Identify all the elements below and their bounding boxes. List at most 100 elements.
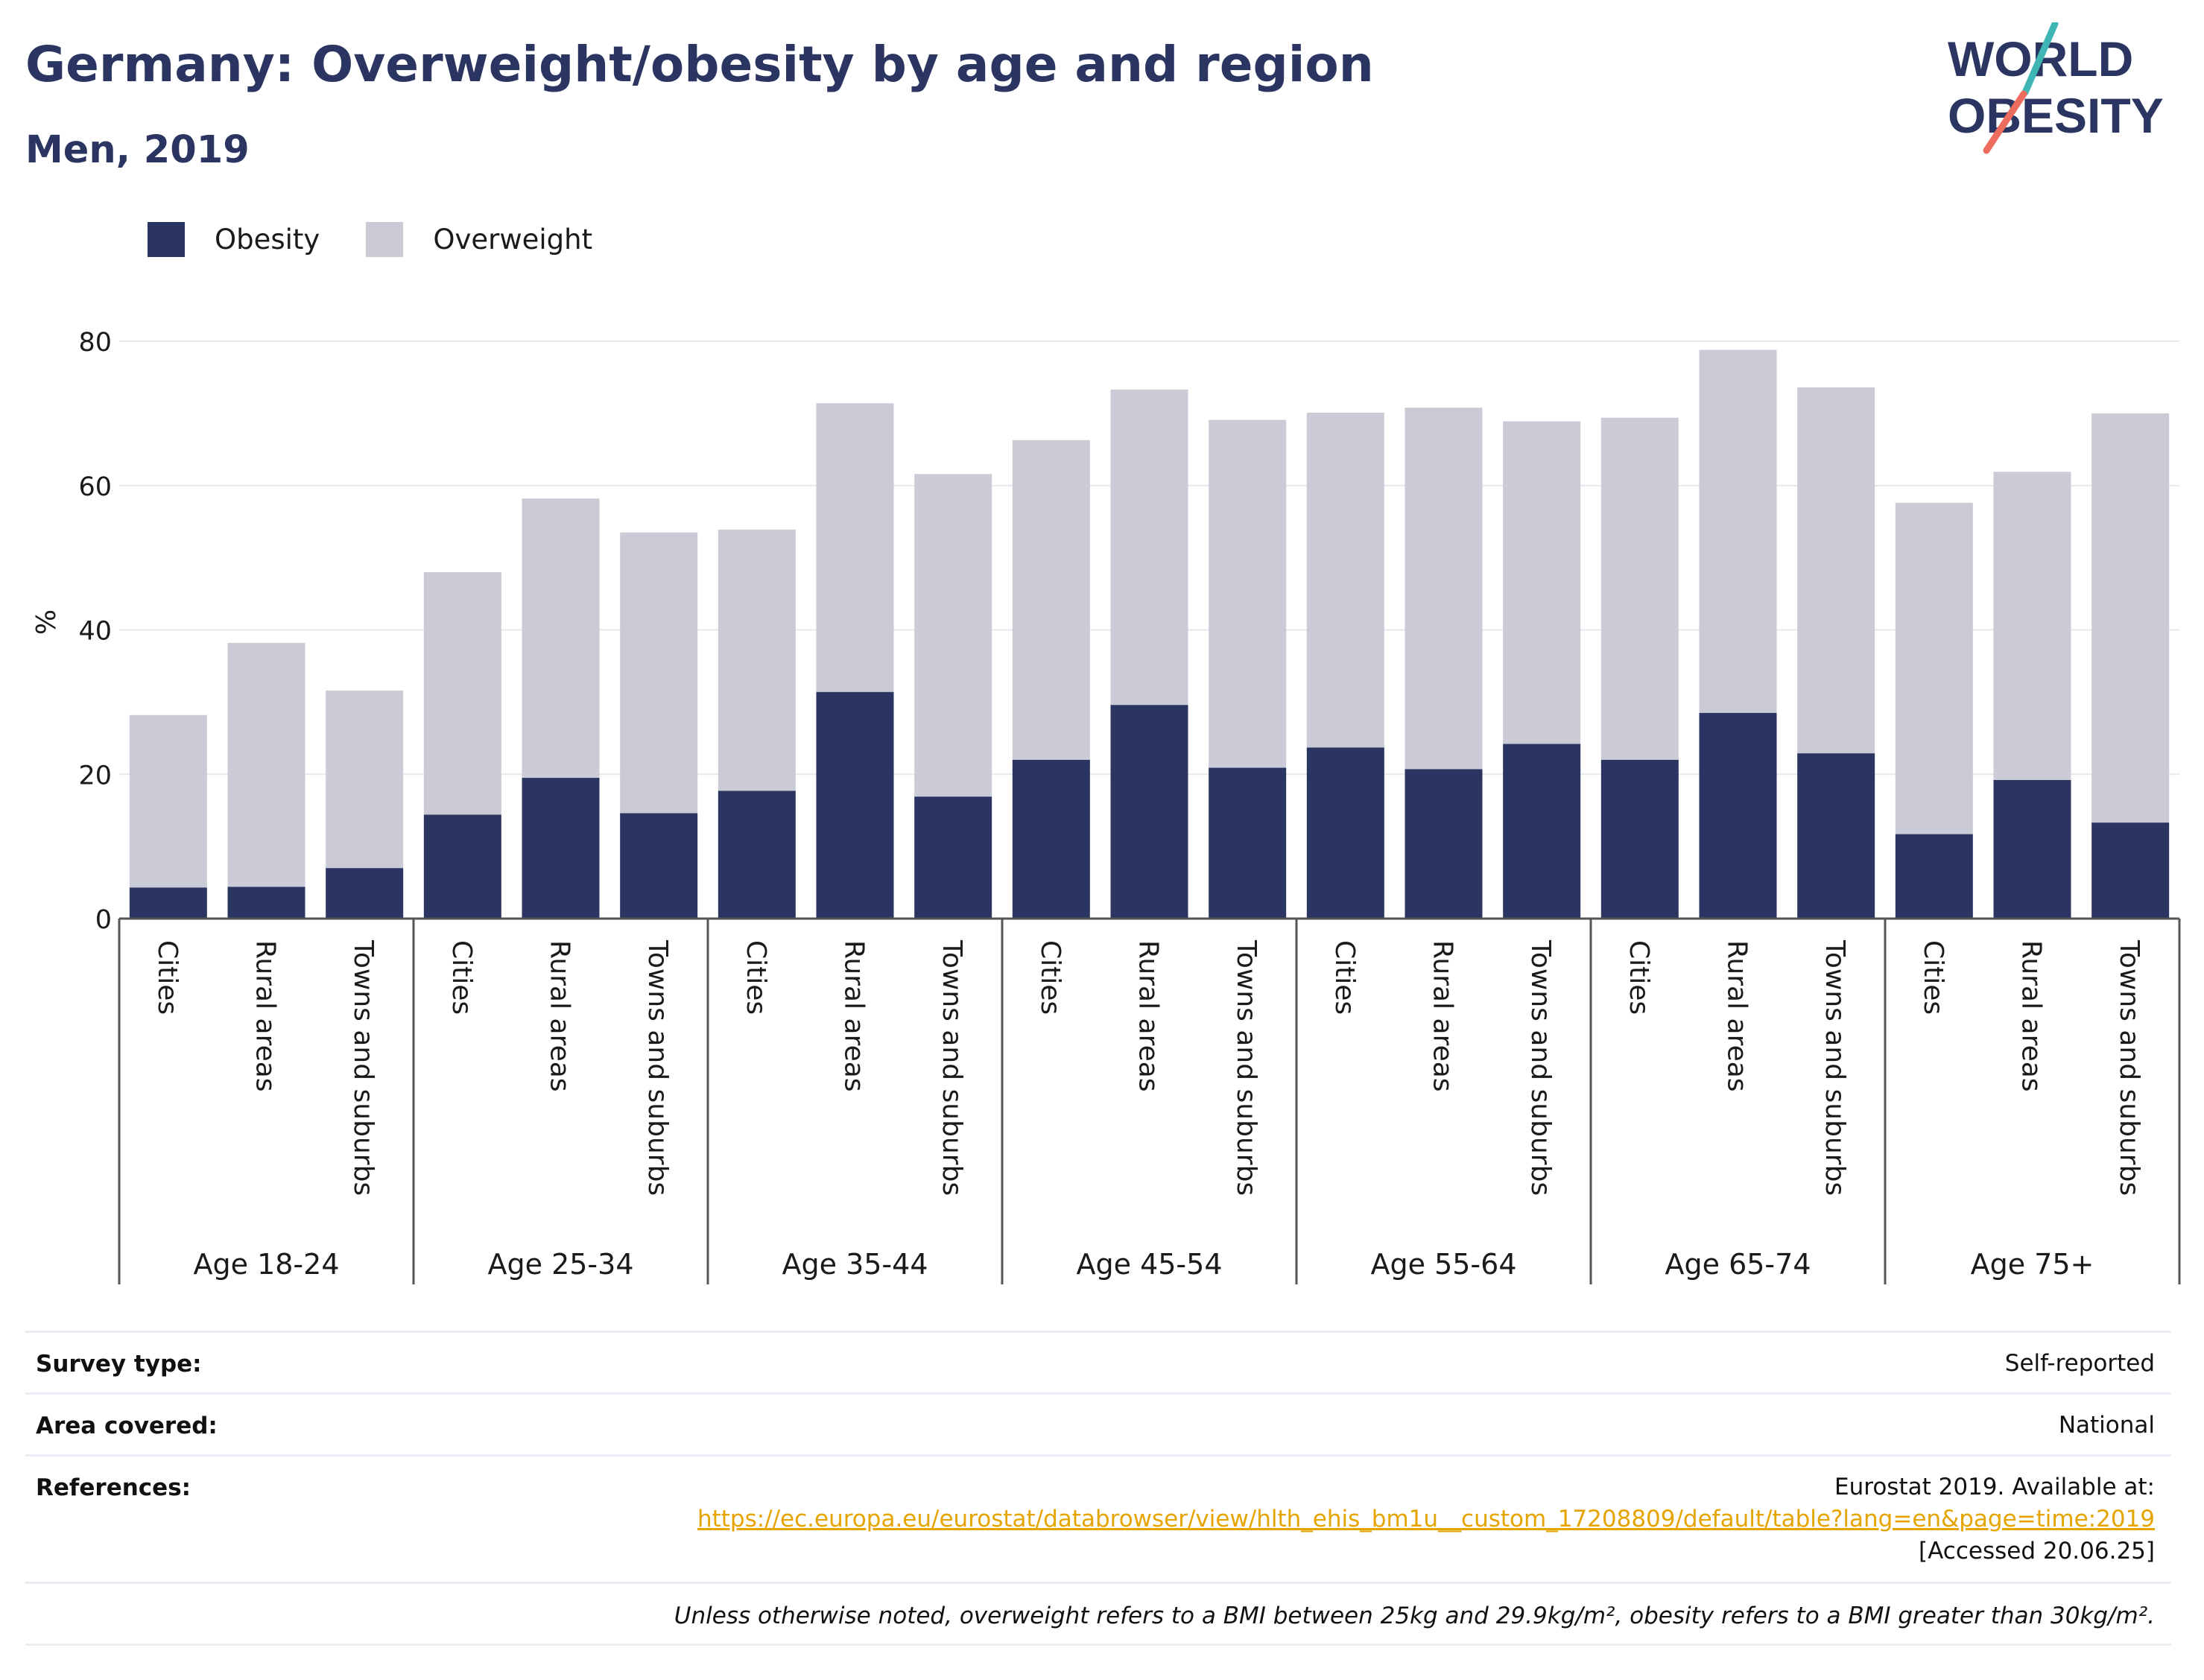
bar-overweight [1405, 408, 1483, 770]
x-subcategory-label: Cities [1624, 940, 1654, 1015]
y-tick-label: 40 [78, 617, 112, 647]
bar-overweight [2091, 413, 2170, 823]
bar-overweight [423, 572, 501, 815]
chart-legend: Obesity Overweight [148, 222, 639, 257]
x-subcategory-label: Cities [1329, 940, 1360, 1015]
bar-obesity [1993, 780, 2071, 919]
bar-overweight [718, 529, 796, 791]
info-row-area: Area covered: National [25, 1395, 2171, 1454]
bar-obesity [1895, 834, 1973, 919]
bar-overweight [1600, 417, 1679, 760]
x-subcategory-label: Rural areas [1722, 940, 1752, 1092]
bar-overweight [326, 690, 404, 869]
bar-overweight [1895, 503, 1973, 834]
x-subcategory-label: Towns and suburbs [1525, 939, 1556, 1196]
x-subcategory-label: Cities [446, 940, 477, 1015]
bar-obesity [522, 778, 600, 919]
bar-obesity [2091, 822, 2170, 919]
bar-overweight [1209, 419, 1287, 768]
bar-obesity [1503, 744, 1581, 919]
info-row-survey-type: Survey type: Self-reported [25, 1333, 2171, 1392]
x-subcategory-label: Cities [1035, 940, 1065, 1015]
bar-obesity [1209, 767, 1287, 919]
legend-label-overweight: Overweight [433, 224, 593, 256]
divider [25, 1392, 2171, 1395]
bar-obesity [1699, 712, 1777, 919]
divider [25, 1331, 2171, 1333]
y-tick-label: 60 [78, 472, 112, 502]
bar-overweight [914, 474, 992, 797]
stacked-bar-chart: 0 20 40 60 80% Cities Rural areas Towns and sub… [31, 328, 2181, 1284]
y-axis-label: % [31, 609, 62, 635]
bar-overweight [816, 403, 894, 692]
bar-obesity [718, 790, 796, 919]
x-subcategory-label: Rural areas [2016, 940, 2047, 1092]
legend-item-obesity[interactable]: Obesity [148, 222, 320, 257]
bar-overweight [1110, 389, 1188, 706]
x-subcategory-label: Cities [741, 940, 771, 1015]
chart-title: Germany: Overweight/obesity by age and r… [25, 36, 1374, 93]
references-link[interactable]: https://ec.europa.eu/eurostat/databrowse… [697, 1506, 2155, 1532]
x-subcategory-label: Cities [1918, 940, 1948, 1015]
x-group-label: Age 65-74 [1665, 1248, 1811, 1281]
survey-type-label: Survey type: [36, 1351, 202, 1378]
bar-obesity [816, 691, 894, 919]
bar-overweight [227, 642, 305, 887]
bar-obesity [1110, 705, 1188, 919]
info-row-references: References: Eurostat 2019. Available at:… [25, 1456, 2171, 1582]
x-group-label: Age 18-24 [194, 1248, 340, 1281]
definition-note: Unless otherwise noted, overweight refer… [674, 1603, 2155, 1629]
bar-overweight [1503, 421, 1581, 744]
references-source: Eurostat 2019. Available at: [1834, 1474, 2155, 1500]
x-subcategory-label: Cities [152, 940, 183, 1015]
x-subcategory-label: Towns and suburbs [1231, 939, 1261, 1196]
legend-label-obesity: Obesity [215, 224, 320, 256]
x-subcategory-label: Rural areas [250, 940, 281, 1092]
references-label: References: [36, 1474, 191, 1501]
bar-obesity [1405, 769, 1483, 919]
bar-obesity [1600, 759, 1679, 919]
x-subcategory-label: Towns and suburbs [642, 939, 673, 1196]
x-subcategory-label: Towns and suburbs [2114, 939, 2144, 1196]
area-covered-label: Area covered: [36, 1413, 218, 1439]
bar-obesity [129, 887, 207, 919]
x-subcategory-label: Rural areas [1133, 940, 1164, 1092]
bar-overweight [1993, 472, 2071, 780]
survey-type-value: Self-reported [2004, 1350, 2155, 1377]
bar-obesity [227, 887, 305, 919]
legend-item-overweight[interactable]: Overweight [366, 222, 592, 257]
bar-overweight [129, 714, 207, 888]
bar-overweight [1306, 412, 1384, 748]
x-subcategory-label: Towns and suburbs [937, 939, 967, 1196]
info-row-note: Unless otherwise noted, overweight refer… [25, 1584, 2171, 1643]
divider [25, 1643, 2171, 1646]
logo-slash-coral [1983, 90, 2027, 154]
references-accessed: [Accessed 20.06.25] [1919, 1538, 2155, 1565]
x-subcategory-label: Towns and suburbs [1820, 939, 1850, 1196]
bar-obesity [326, 868, 404, 919]
x-group-label: Age 35-44 [782, 1248, 928, 1281]
info-table: Survey type: Self-reported Area covered:… [25, 1331, 2171, 1646]
x-group-label: Age 55-64 [1371, 1248, 1517, 1281]
bar-overweight [1012, 440, 1090, 760]
references-value: Eurostat 2019. Available at: https://ec.… [697, 1471, 2155, 1568]
x-subcategory-label: Rural areas [545, 940, 575, 1092]
x-group-label: Age 45-54 [1077, 1248, 1223, 1281]
area-covered-value: National [2058, 1412, 2155, 1439]
bar-obesity [1306, 747, 1384, 919]
y-tick-label: 80 [78, 328, 112, 358]
bar-obesity [914, 796, 992, 919]
legend-swatch-overweight [366, 222, 404, 257]
bar-overweight [1699, 349, 1777, 713]
y-tick-label: 0 [95, 905, 112, 935]
x-subcategory-label: Rural areas [839, 940, 870, 1092]
legend-swatch-obesity [148, 222, 185, 257]
bar-overweight [620, 532, 698, 814]
y-tick-label: 20 [78, 761, 112, 790]
bar-overweight [1797, 387, 1875, 754]
bar-overweight [522, 498, 600, 779]
x-subcategory-label: Rural areas [1428, 940, 1458, 1092]
x-group-label: Age 75+ [1971, 1248, 2094, 1281]
divider [25, 1454, 2171, 1456]
logo-slash-teal [2021, 22, 2059, 96]
